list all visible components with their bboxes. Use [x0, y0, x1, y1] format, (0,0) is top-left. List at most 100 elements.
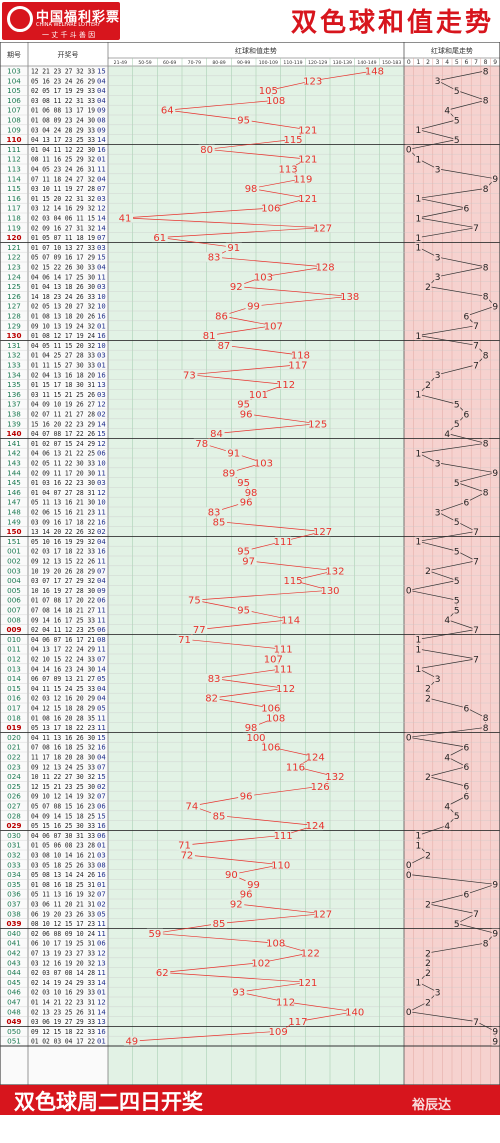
tail-value: 7	[473, 528, 479, 538]
tail-value: 5	[454, 87, 460, 97]
tail-label-backdrop	[414, 232, 422, 243]
blue-ball-number: 16	[97, 870, 106, 879]
sum-value: 116	[286, 762, 305, 773]
tail-value: 5	[454, 920, 460, 930]
tail-value: 3	[435, 508, 441, 518]
sum-label-backdrop	[176, 840, 193, 850]
sum-label-backdrop	[326, 566, 343, 576]
sum-value: 114	[281, 615, 300, 626]
sum-value: 99	[247, 880, 260, 891]
sum-value: 106	[261, 204, 280, 215]
issue-number: 115	[7, 184, 21, 193]
issue-number: 033	[7, 860, 21, 869]
issue-number: 032	[7, 851, 21, 860]
tail-label-backdrop	[405, 1007, 413, 1017]
tail-value: 9	[492, 303, 498, 313]
blue-ball-number: 11	[97, 615, 106, 624]
red-ball-numbers: 06 19 20 23 26 33	[31, 909, 95, 918]
red-ball-numbers: 04 09 14 15 18 25	[31, 811, 95, 820]
sum-value: 130	[320, 586, 339, 597]
tail-label-backdrop	[424, 379, 432, 390]
sum-label-backdrop	[294, 174, 311, 184]
sum-value: 132	[325, 772, 344, 783]
tail-label-backdrop	[472, 1016, 480, 1027]
sum-label-backdrop	[178, 850, 195, 860]
sum-value: 97	[242, 557, 255, 568]
blue-ball-number: 09	[97, 106, 106, 115]
tail-value: 4	[444, 753, 450, 763]
sum-label-backdrop	[366, 66, 383, 76]
tail-label-backdrop	[443, 801, 451, 811]
issue-number: 028	[7, 811, 21, 820]
sum-label-backdrop	[282, 615, 299, 625]
red-ball-numbers: 03 08 11 22 31 33	[31, 96, 95, 105]
tail-value: 6	[464, 744, 470, 754]
sum-value: 72	[181, 851, 194, 862]
sum-label-backdrop	[240, 556, 257, 566]
tail-digit-label: 0	[407, 59, 411, 66]
blue-ball-number: 06	[97, 596, 106, 605]
sum-value: 100	[246, 733, 265, 744]
tail-value: 0	[406, 587, 412, 597]
tail-label-backdrop	[424, 948, 432, 958]
footer-banner: 双色球周二四日开奖	[0, 1085, 500, 1115]
red-ball-numbers: 02 10 15 22 24 33	[31, 655, 95, 664]
issue-number: 005	[7, 586, 21, 595]
tail-group-header: 红球和尾走势	[431, 46, 473, 55]
sum-label-backdrop	[230, 987, 247, 997]
sum-label-backdrop	[235, 546, 252, 556]
tail-label-backdrop	[414, 154, 422, 164]
sum-label-backdrop	[285, 575, 301, 586]
tail-value: 9	[492, 930, 498, 940]
tail-label-backdrop	[434, 507, 442, 517]
tail-label-backdrop	[462, 311, 470, 321]
red-ball-numbers: 07 13 19 23 27 33	[31, 949, 95, 958]
sum-range-label: 150-183	[382, 60, 401, 66]
red-ball-numbers: 02 15 22 26 30 33	[31, 263, 95, 272]
red-ball-numbers: 04 09 10 19 26 27	[31, 400, 95, 409]
tail-label-backdrop	[491, 1036, 499, 1046]
issue-number: 131	[7, 341, 21, 350]
tail-value: 4	[444, 430, 450, 440]
tail-value: 5	[454, 420, 460, 430]
tail-label-backdrop	[414, 977, 422, 987]
tail-label-backdrop	[443, 428, 451, 439]
tail-value: 5	[454, 606, 460, 616]
tail-label-backdrop	[472, 909, 480, 919]
blue-ball-number: 11	[97, 508, 106, 517]
issue-number: 128	[7, 312, 21, 321]
tail-value: 7	[473, 626, 479, 636]
red-ball-numbers: 02 04 11 12 23 25	[31, 625, 95, 634]
tail-value: 2	[425, 900, 431, 910]
blue-ball-number: 03	[97, 351, 106, 360]
sum-label-backdrop	[267, 713, 284, 723]
red-ball-numbers: 02 06 15 16 21 23	[31, 508, 95, 517]
red-ball-numbers: 04 07 08 17 22 26	[31, 429, 95, 438]
sum-value: 83	[208, 508, 221, 519]
tail-value: 7	[473, 322, 479, 332]
blue-ball-number: 16	[97, 312, 106, 321]
tail-digit-label: 6	[464, 59, 468, 66]
issue-number: 120	[6, 233, 21, 242]
sum-value: 78	[195, 439, 208, 450]
sum-value: 87	[218, 341, 231, 352]
sum-value: 71	[178, 841, 191, 852]
tail-label-backdrop	[443, 105, 451, 115]
issue-number: 042	[7, 949, 21, 958]
blue-ball-number: 04	[97, 537, 106, 546]
red-ball-numbers: 03 06 19 27 29 33	[31, 1017, 95, 1026]
red-ball-numbers: 08 10 12 15 17 23	[31, 919, 95, 928]
tail-label-backdrop	[472, 340, 480, 350]
sum-label-backdrop	[206, 673, 223, 684]
sum-value: 122	[301, 949, 320, 960]
blue-ball-number: 15	[97, 733, 106, 742]
blue-ball-number: 08	[97, 860, 106, 869]
tail-label-backdrop	[482, 713, 490, 723]
blue-ball-number: 16	[97, 547, 106, 556]
sum-label-backdrop	[243, 487, 260, 497]
red-ball-numbers: 03 04 24 28 29 33	[31, 125, 95, 134]
blue-ball-number: 11	[97, 723, 106, 732]
red-ball-numbers: 04 05 11 15 20 32	[31, 341, 95, 350]
tail-value: 5	[454, 812, 460, 822]
blue-ball-number: 12	[97, 400, 106, 409]
